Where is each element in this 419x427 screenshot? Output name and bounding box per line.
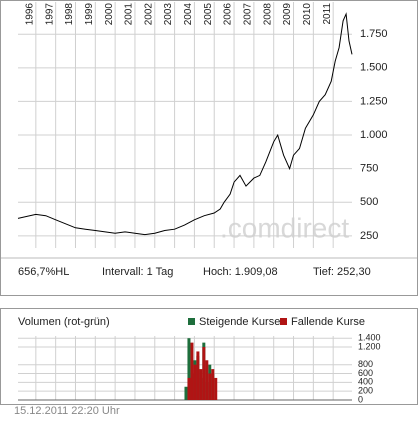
volume-bar	[199, 369, 203, 400]
volume-bar	[214, 377, 218, 400]
y-tick-label: 200	[358, 386, 373, 396]
volume-bar	[190, 342, 194, 400]
volume-bar	[193, 364, 197, 400]
y-tick-label: 500	[360, 196, 378, 208]
info-interval: Intervall: 1 Tag	[102, 266, 173, 278]
y-tick-label: 400	[358, 377, 373, 387]
volume-bar	[187, 377, 191, 400]
volume-bar	[202, 347, 206, 400]
price-line	[17, 12, 353, 236]
y-tick-label: 1.400	[358, 333, 381, 343]
volume-title: Volumen (rot-grün)	[18, 316, 110, 328]
x-tick-label: 2005	[203, 3, 214, 26]
legend-label: Fallende Kurse	[291, 316, 365, 328]
volume-bar	[187, 338, 191, 400]
timestamp: 15.12.2011 22:20 Uhr	[14, 405, 120, 417]
x-tick-label: 1996	[24, 3, 35, 26]
x-tick-label: 2002	[143, 3, 154, 26]
y-tick-label: 750	[360, 163, 378, 175]
y-tick-label: 1.250	[360, 95, 388, 107]
x-tick-label: 2004	[183, 3, 194, 26]
y-tick-label: 600	[358, 368, 373, 378]
info-change: 656,7%HL	[18, 266, 69, 278]
volume-bar	[205, 360, 209, 400]
x-tick-label: 2011	[322, 3, 333, 25]
info-high: Hoch: 1.909,08	[203, 266, 278, 278]
x-tick-label: 1998	[64, 3, 75, 26]
x-tick-label: 2000	[104, 3, 115, 26]
x-tick-label: 1997	[44, 3, 55, 26]
y-tick-label: 0	[358, 394, 363, 404]
legend-swatch	[188, 318, 195, 325]
legend-label: Steigende Kurse	[199, 316, 280, 328]
x-tick-label: 2008	[262, 3, 273, 26]
watermark: .comdirect	[220, 212, 349, 243]
x-tick-label: 2010	[302, 3, 313, 26]
volume-frame	[0, 308, 418, 405]
y-tick-label: 1.500	[360, 62, 388, 74]
x-tick-label: 2001	[124, 3, 135, 26]
x-tick-label: 1999	[84, 3, 95, 26]
volume-bar	[184, 386, 188, 400]
info-low: Tief: 252,30	[313, 266, 371, 278]
legend-swatch	[280, 318, 287, 325]
volume-bar	[211, 369, 215, 400]
y-tick-label: 1.750	[360, 28, 388, 40]
x-tick-label: 2009	[282, 3, 293, 26]
x-tick-label: 2006	[223, 3, 234, 26]
volume-bar	[196, 351, 200, 400]
y-tick-label: 1.000	[360, 129, 388, 141]
x-tick-label: 2007	[243, 3, 254, 26]
price-frame	[0, 0, 418, 296]
y-tick-label: 250	[360, 230, 378, 242]
y-tick-label: 800	[358, 359, 373, 369]
volume-bar	[208, 373, 212, 400]
x-tick-label: 2003	[163, 3, 174, 26]
y-tick-label: 1.200	[358, 341, 381, 351]
